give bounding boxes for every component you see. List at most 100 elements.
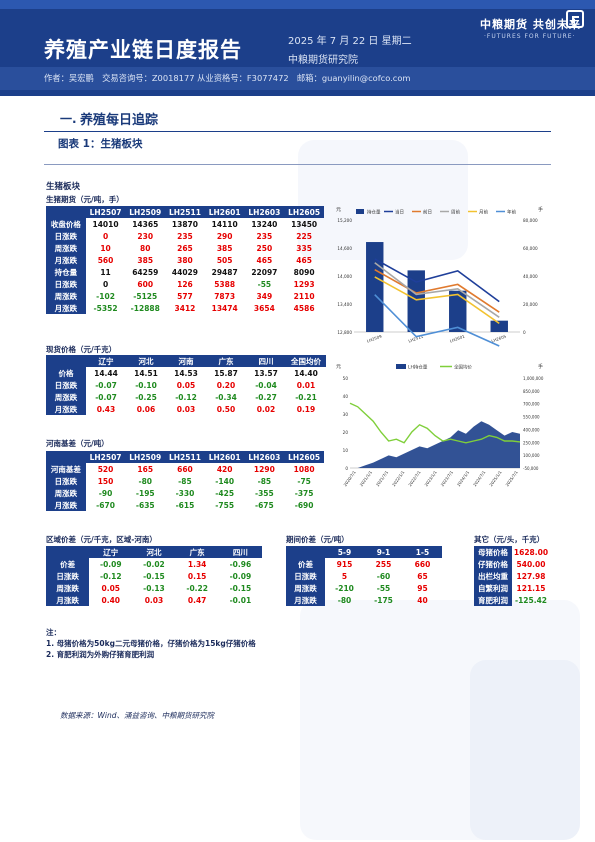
row-label: 河南基差 <box>46 463 86 475</box>
table-row: 育肥利润 -125.42 <box>474 594 550 606</box>
futures-table-title: 生猪期货（元/吨，手） <box>46 195 124 204</box>
row-label: 持仓量 <box>46 266 86 278</box>
table-cell: 1293 <box>293 279 315 289</box>
section-title: 养殖每日追踪 <box>80 113 159 128</box>
column-header: 四川 <box>246 355 286 367</box>
x-tick-label: 2025/1/1 <box>488 469 503 487</box>
column-header: LH2509 <box>125 451 166 463</box>
table-row: 周涨跌 0.05 -0.13 -0.22 -0.15 <box>46 582 262 594</box>
table-row: 价差 915 255 660 <box>286 558 442 570</box>
column-header <box>286 546 325 558</box>
header-top-strip <box>0 0 595 9</box>
column-header: 辽宁 <box>89 546 133 558</box>
left-tick-label: 13,400 <box>337 302 352 307</box>
column-header: LH2509 <box>125 206 166 218</box>
table-cell: -195 <box>135 488 155 498</box>
table-row: 日涨跌 -0.12 -0.15 0.15 -0.09 <box>46 570 262 582</box>
table-cell: -0.07 <box>95 380 117 390</box>
left-tick-label: 10 <box>343 448 349 453</box>
author-info: 作者：吴宏鹏 交易咨询号：Z0018177 从业资格号：F3077472 邮箱：… <box>44 73 411 83</box>
row-label: 仔猪价格 <box>474 558 512 570</box>
table-cell: -80 <box>138 476 153 486</box>
column-header: LH2507 <box>85 206 126 218</box>
report-institute: 中粮期货研究院 <box>288 55 358 66</box>
table-row: 月涨跌 -80 -175 40 <box>286 594 442 606</box>
table-cell: -0.21 <box>295 392 317 402</box>
row-label: 收盘价格 <box>46 218 86 230</box>
table-cell: -90 <box>98 488 113 498</box>
figure-title: 图表 1：生猪板块 <box>58 138 143 150</box>
left-tick-label: 50 <box>343 376 349 381</box>
table-row: 收盘价格 14010 14365 13870 14110 13240 13450 <box>46 218 324 230</box>
column-header: LH2601 <box>204 451 245 463</box>
row-label: 月涨跌 <box>46 594 90 606</box>
other-indicators-table: 母猪价格 1628.00 仔猪价格 540.00 出栏均重 127.98 自繁利润 121.1… <box>474 546 550 606</box>
table-cell: 0.01 <box>296 380 316 390</box>
price-curve-line <box>374 276 500 325</box>
right-tick-label: 1,000,000 <box>523 376 544 381</box>
table-cell: -140 <box>215 476 235 486</box>
table-cell: 600 <box>137 279 154 289</box>
table-cell: 13.57 <box>254 368 278 378</box>
row-label: 育肥利润 <box>474 594 512 606</box>
row-label: 月涨跌 <box>46 254 86 266</box>
row-label: 自繁利润 <box>474 582 512 594</box>
report-header: 养殖产业链日度报告 2025 年 7 月 22 日 星期二 中粮期货研究院 中粮… <box>0 0 595 96</box>
table-cell: 14365 <box>132 219 159 229</box>
basis-table-title: 河南基差（元/吨） <box>46 439 109 448</box>
table-cell: 165 <box>137 464 154 474</box>
table-cell: -0.10 <box>135 380 157 390</box>
decor-shape <box>470 660 580 840</box>
category-label: LH2601 <box>449 333 466 343</box>
column-header: LH2603 <box>244 451 285 463</box>
table-cell: 290 <box>216 231 233 241</box>
table-cell: 13450 <box>291 219 318 229</box>
category-label: LH2511 <box>408 333 425 343</box>
column-header: 5-9 <box>325 546 364 558</box>
right-tick-label: 20,000 <box>523 302 538 307</box>
row-label: 周涨跌 <box>46 242 86 254</box>
legend-label: 全国均价 <box>454 364 472 371</box>
row-label: 日涨跌 <box>46 230 86 242</box>
table-cell: 10 <box>100 243 111 253</box>
row-label: 月涨跌 <box>286 594 325 606</box>
open-interest-bar <box>490 320 508 332</box>
table-cell: 1628.00 <box>513 547 549 557</box>
right-tick-label: 80,000 <box>523 218 538 223</box>
price-open-interest-chart: 元 手 50 40 30 20 10 0 1,000,000 850,000 700,000 550,… <box>336 363 544 487</box>
right-tick-label: 100,000 <box>523 453 540 458</box>
table-cell: 64259 <box>132 267 159 277</box>
table-cell: -670 <box>96 500 115 510</box>
table-cell: -175 <box>374 595 393 605</box>
x-tick-label: 2022/1/1 <box>391 469 406 487</box>
row-label: 日涨跌 <box>286 570 325 582</box>
table-header-row: LH2507 LH2509 LH2511 LH2601 LH2603 LH2605 <box>46 451 324 463</box>
table-cell: 150 <box>97 476 114 486</box>
company-slogan: ·FUTURES FOR FUTURE· <box>484 33 576 40</box>
table-row: 周涨跌 10 80 265 385 250 335 <box>46 242 324 254</box>
table-cell: 660 <box>177 464 193 474</box>
column-header: LH2507 <box>85 451 126 463</box>
left-axis-unit: 元 <box>336 364 341 370</box>
table-cell: 230 <box>137 231 154 241</box>
table-cell: 1.34 <box>187 559 207 569</box>
legend-label: 持仓量 <box>367 209 381 216</box>
note-line: 1. 母猪价格为50kg二元母猪价格，仔猪价格为15kg仔猪价格 <box>46 639 256 648</box>
table-cell: -690 <box>294 500 314 510</box>
table-cell: -0.22 <box>186 583 208 593</box>
column-header: LH2601 <box>204 206 245 218</box>
table-cell: 0.50 <box>216 404 236 414</box>
data-source: 数据来源：Wind、涌益咨询、中粮期货研究院 <box>60 711 215 720</box>
table-row: 价差 -0.09 -0.02 1.34 -0.96 <box>46 558 262 570</box>
column-header: LH2605 <box>284 206 324 218</box>
table-cell: -0.01 <box>229 595 252 605</box>
x-tick-label: 2022/7/1 <box>407 469 422 487</box>
table-cell: 1080 <box>293 464 315 474</box>
table-cell: 0.05 <box>176 380 196 390</box>
futures-curve-chart: 元 手 15,200 14,600 14,000 13,400 12,800 80,000 60… <box>336 206 543 347</box>
row-label: 母猪价格 <box>474 546 512 558</box>
left-axis-unit: 元 <box>336 207 341 213</box>
row-label: 日涨跌 <box>46 475 86 487</box>
table-cell: -75 <box>297 476 311 486</box>
table-cell: -375 <box>294 488 314 498</box>
